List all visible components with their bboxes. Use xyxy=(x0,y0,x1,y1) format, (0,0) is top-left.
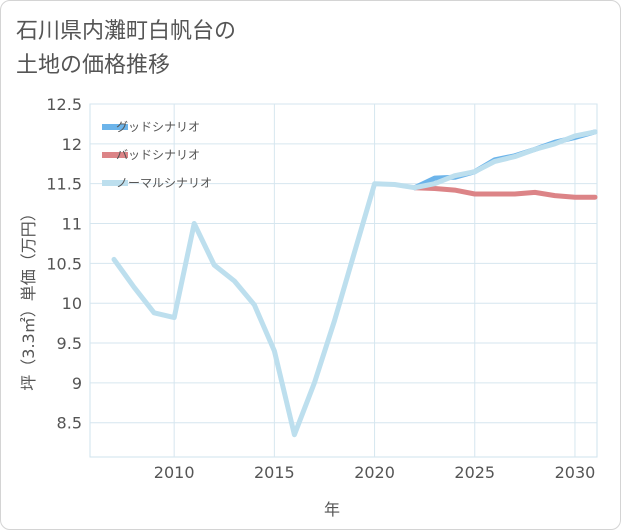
series-line-bad-scenario xyxy=(412,185,598,200)
y-tick-label: 10.5 xyxy=(46,254,82,273)
x-tick-label: 2030 xyxy=(555,463,596,482)
legend-label-normal: ノーマルシナリオ xyxy=(116,176,212,190)
title-line-2: 土地の価格推移 xyxy=(16,53,171,78)
legend-label-bad: バッドシナリオ xyxy=(116,148,200,162)
legend-label-good: グッドシナリオ xyxy=(116,120,200,134)
y-axis-title: 坪（3.3㎡）単価（万円） xyxy=(19,205,38,390)
grid-lines xyxy=(90,103,597,457)
y-tick-label: 11.5 xyxy=(46,175,82,194)
tick-labels: 8.5 9 9.5 10 10.5 11 11.5 12 12.5 2010 2015 2020 202… xyxy=(46,95,595,482)
title-line-1: 石川県内灘町白帆台の xyxy=(16,19,237,44)
y-tick-label: 9 xyxy=(72,374,82,393)
x-tick-label: 2010 xyxy=(154,463,195,482)
chart-title: 石川県内灘町白帆台の 土地の価格推移 xyxy=(16,15,236,83)
x-tick-label: 2025 xyxy=(454,463,495,482)
x-tick-label: 2020 xyxy=(354,463,395,482)
y-tick-label: 9.5 xyxy=(57,334,82,353)
y-tick-label: 10 xyxy=(62,294,82,313)
y-tick-label: 12.5 xyxy=(46,95,82,114)
y-tick-label: 12 xyxy=(62,135,82,154)
y-tick-label: 8.5 xyxy=(57,414,82,433)
series-layer xyxy=(111,129,598,438)
y-tick-label: 11 xyxy=(62,215,82,234)
x-axis-title: 年 xyxy=(324,500,340,519)
x-tick-label: 2015 xyxy=(254,463,295,482)
series-line-normal-scenario xyxy=(111,129,598,438)
